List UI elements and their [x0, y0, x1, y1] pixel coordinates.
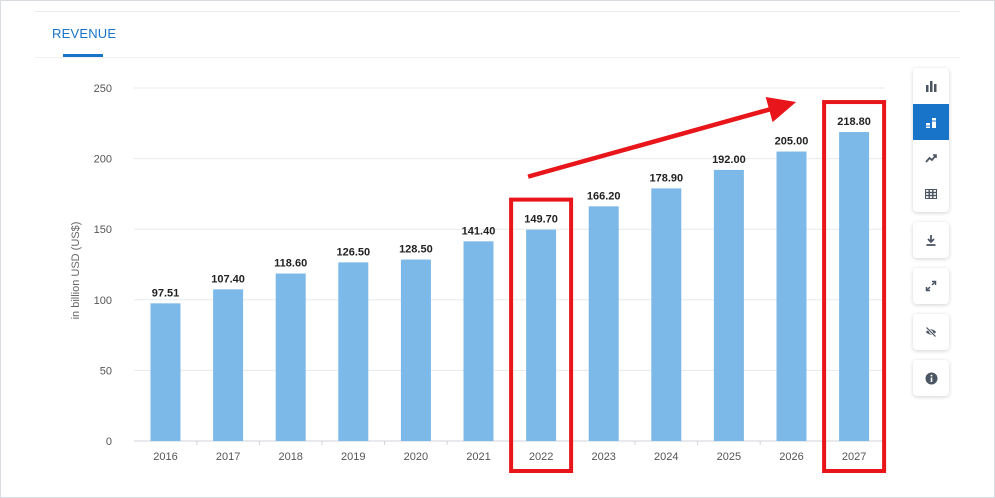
bar-chart-icon — [926, 81, 937, 92]
bar[interactable] — [839, 132, 870, 442]
x-tick-label: 2024 — [654, 451, 678, 463]
download-icon — [926, 235, 936, 246]
hide-group — [913, 314, 949, 350]
x-tick-label: 2021 — [466, 451, 490, 463]
bar[interactable] — [713, 169, 744, 441]
y-tick-label: 200 — [94, 154, 112, 166]
expand-button[interactable] — [913, 268, 949, 304]
data-label: 205.00 — [775, 136, 809, 148]
bar[interactable] — [651, 188, 682, 441]
data-label: 128.50 — [399, 244, 433, 256]
x-tick-label: 2023 — [591, 451, 615, 463]
data-label: 149.70 — [524, 214, 558, 226]
x-tick-label: 2022 — [529, 451, 553, 463]
y-tick-label: 150 — [94, 224, 112, 236]
y-tick-label: 0 — [106, 436, 112, 448]
hide-button[interactable] — [913, 314, 949, 350]
data-label: 126.50 — [336, 246, 370, 258]
data-label: 141.40 — [462, 225, 496, 237]
info-icon — [925, 372, 937, 384]
bar[interactable] — [463, 241, 494, 441]
bar[interactable] — [275, 273, 306, 441]
data-label: 166.20 — [587, 190, 621, 202]
x-tick-label: 2026 — [779, 451, 803, 463]
expand-icon — [925, 280, 937, 292]
bar-chart-button[interactable] — [913, 68, 949, 104]
bar[interactable] — [400, 259, 431, 441]
trend-line-icon — [925, 154, 937, 163]
bar-chart-alt-button[interactable] — [913, 104, 949, 140]
data-label: 218.80 — [837, 116, 871, 128]
x-tick-label: 2016 — [153, 451, 177, 463]
y-tick-label: 50 — [100, 365, 112, 377]
top-divider — [35, 11, 960, 12]
hide-icon — [925, 326, 937, 338]
x-tick-label: 2018 — [278, 451, 302, 463]
table-view-button[interactable] — [913, 176, 949, 212]
table-icon — [925, 189, 937, 199]
data-label: 192.00 — [712, 154, 746, 166]
y-tick-label: 100 — [94, 295, 112, 307]
bar[interactable] — [150, 303, 181, 441]
data-label: 107.40 — [211, 273, 245, 285]
trend-arrow-line — [527, 104, 779, 179]
highlight-box — [509, 197, 574, 473]
data-label: 178.90 — [649, 172, 683, 184]
expand-group — [913, 268, 949, 304]
bar[interactable] — [338, 262, 369, 441]
data-label: 97.51 — [152, 287, 180, 299]
x-tick-label: 2025 — [717, 451, 741, 463]
trend-arrow-head — [765, 97, 797, 123]
bar[interactable] — [526, 229, 557, 441]
download-group — [913, 222, 949, 258]
x-tick-label: 2020 — [404, 451, 428, 463]
bar[interactable] — [588, 206, 619, 441]
trend-line-button[interactable] — [913, 140, 949, 176]
x-tick-label: 2019 — [341, 451, 365, 463]
y-tick-label: 250 — [94, 83, 112, 95]
chart-type-toolbar — [913, 68, 949, 212]
download-button[interactable] — [913, 222, 949, 258]
bar[interactable] — [776, 151, 807, 442]
info-button[interactable] — [913, 360, 949, 396]
x-tick-label: 2017 — [216, 451, 240, 463]
tab-revenue[interactable]: REVENUE — [52, 26, 117, 41]
tab-active-indicator — [63, 54, 103, 57]
y-axis-label: in billion USD (US$) — [70, 222, 82, 320]
highlight-box — [822, 100, 887, 473]
bar-chart-alt-icon — [926, 118, 936, 128]
tab-divider — [35, 57, 960, 58]
bar[interactable] — [213, 289, 244, 441]
data-label: 118.60 — [274, 258, 307, 270]
info-group — [913, 360, 949, 396]
x-tick-label: 2027 — [842, 451, 866, 463]
